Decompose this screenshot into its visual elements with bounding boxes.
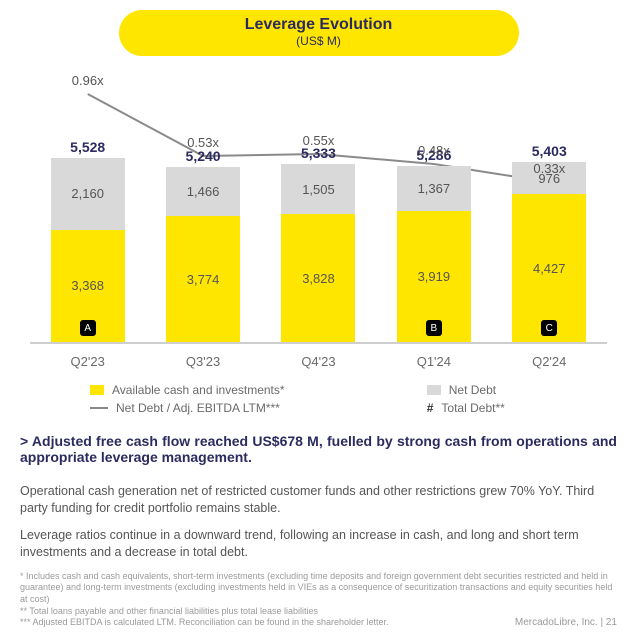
stacked-bar: 4,427976: [512, 162, 586, 342]
body-para-2: Leverage ratios continue in a downward t…: [20, 527, 617, 561]
bar-column: 5,528 3,368 2,160 A: [48, 139, 128, 342]
stacked-bar: 3,368 2,160: [51, 158, 125, 342]
x-axis-label: Q2'23: [48, 354, 128, 369]
x-axis-label: Q3'23: [163, 354, 243, 369]
legend-netdebt: Net Debt: [427, 383, 617, 397]
netdebt-segment: 1,505: [281, 164, 355, 214]
bar-column: 5,240 3,774 1,466: [163, 148, 243, 342]
swatch-hash: #: [427, 401, 434, 415]
swatch-line: [90, 407, 108, 409]
ratio-multiple-label: 0.48x: [418, 143, 450, 158]
netdebt-segment: 1,466: [166, 167, 240, 216]
legend-totaldebt: # Total Debt**: [427, 401, 617, 415]
x-axis: Q2'23 Q3'23 Q4'23 Q1'24 Q2'24: [30, 354, 607, 369]
cash-value: 3,919: [397, 269, 471, 284]
ratio-multiple-label: 0.53x: [187, 135, 219, 150]
ratio-multiple-label: 0.33x: [533, 161, 565, 176]
netdebt-value: 1,367: [397, 181, 471, 196]
x-axis-label: Q4'23: [278, 354, 358, 369]
legend-cash-label: Available cash and investments*: [112, 383, 285, 397]
netdebt-value: 1,466: [166, 184, 240, 199]
chart-subtitle: (US$ M): [159, 34, 479, 48]
ratio-multiple-label: 0.96x: [72, 73, 104, 88]
stacked-bar: 3,828 1,505: [281, 164, 355, 342]
swatch-netdebt: [427, 385, 441, 395]
netdebt-value: 2,160: [51, 186, 125, 201]
netdebt-segment: 1,367: [397, 166, 471, 212]
headline-text: > Adjusted free cash flow reached US$678…: [20, 433, 617, 465]
total-debt-label: 5,240: [186, 148, 221, 164]
total-debt-label: 5,403: [532, 143, 567, 159]
stacked-bar: 3,919 1,367: [397, 166, 471, 342]
cash-segment: 3,828: [281, 214, 355, 342]
bar-badge: A: [80, 320, 96, 336]
cash-value: 3,828: [281, 271, 355, 286]
leverage-chart: 5,5283,3682,160A5,2403,7741,4665,3333,82…: [30, 74, 607, 344]
bar-column: 5,2863,9191,367B: [394, 147, 474, 342]
cash-value: 3,774: [166, 272, 240, 287]
legend-ratio-label: Net Debt / Adj. EBITDA LTM***: [116, 401, 280, 415]
cash-value: 4,427: [512, 261, 586, 276]
body-para-1: Operational cash generation net of restr…: [20, 483, 617, 517]
netdebt-segment: 2,160: [51, 158, 125, 230]
cash-value: 3,368: [51, 278, 125, 293]
chart-title-pill: Leverage Evolution (US$ M): [119, 10, 519, 56]
total-debt-label: 5,528: [70, 139, 105, 155]
bar-badge: C: [541, 320, 557, 336]
ratio-multiple-label: 0.55x: [303, 133, 335, 148]
footnote-1: * Includes cash and cash equivalents, sh…: [20, 571, 617, 606]
bar-badge: B: [426, 320, 442, 336]
legend-ratio: Net Debt / Adj. EBITDA LTM***: [90, 401, 397, 415]
swatch-cash: [90, 385, 104, 395]
netdebt-value: 1,505: [281, 182, 355, 197]
chart-title: Leverage Evolution: [159, 16, 479, 34]
x-axis-label: Q2'24: [509, 354, 589, 369]
legend-netdebt-label: Net Debt: [449, 383, 496, 397]
legend-totaldebt-label: Total Debt**: [441, 401, 504, 415]
legend: Available cash and investments* Net Debt…: [90, 383, 617, 415]
cash-segment: 3,774: [166, 216, 240, 342]
stacked-bar: 3,774 1,466: [166, 167, 240, 342]
footnote-2: ** Total loans payable and other financi…: [20, 606, 617, 618]
legend-cash: Available cash and investments*: [90, 383, 397, 397]
bar-column: 5,3333,8281,505: [278, 145, 358, 342]
x-axis-label: Q1'24: [394, 354, 474, 369]
